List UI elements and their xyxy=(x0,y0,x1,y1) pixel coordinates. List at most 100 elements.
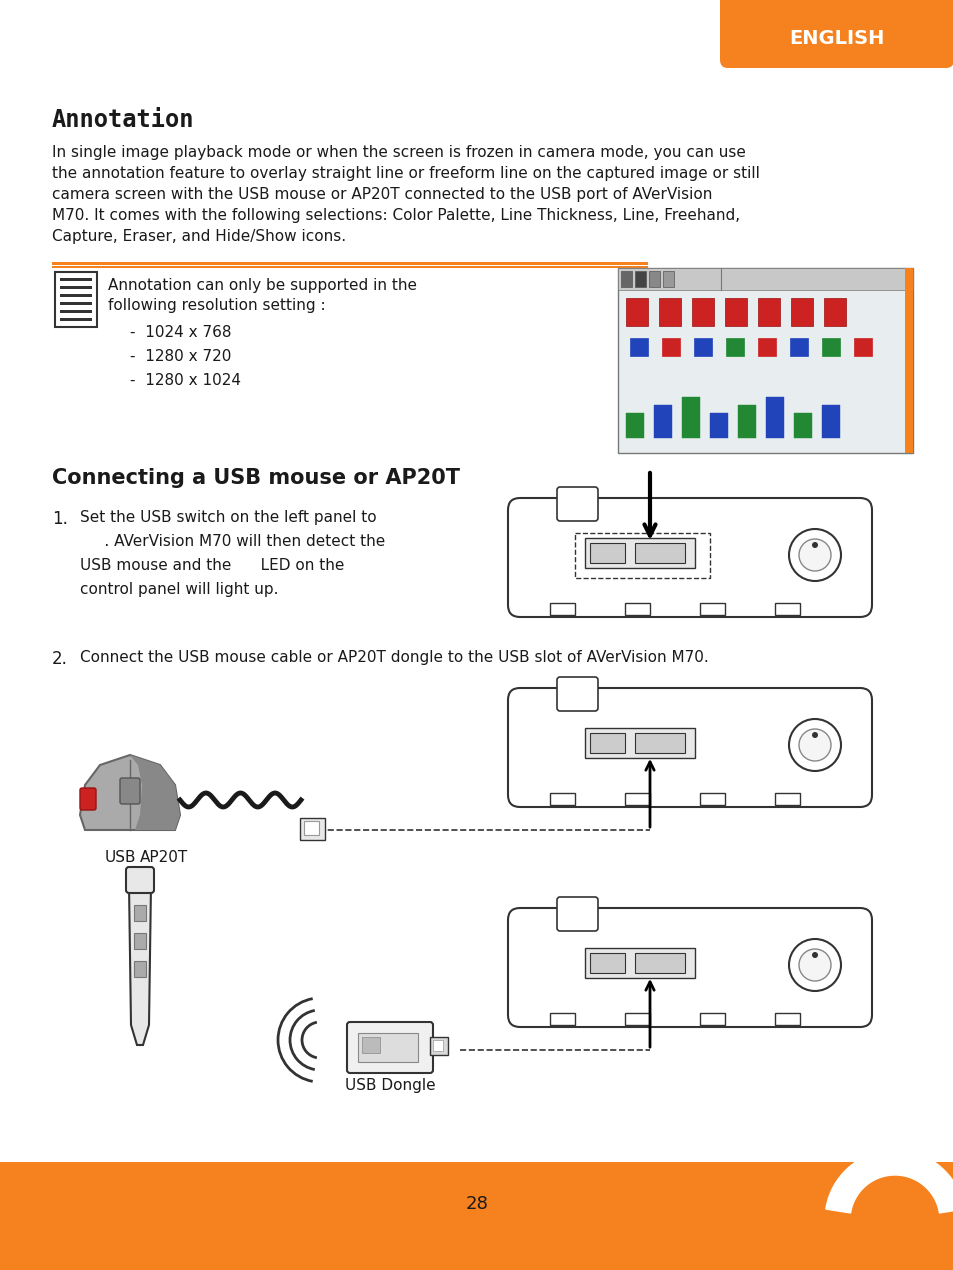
FancyBboxPatch shape xyxy=(347,1022,433,1073)
Bar xyxy=(793,413,811,438)
Bar xyxy=(720,0,953,34)
Text: 1.: 1. xyxy=(52,511,68,528)
FancyBboxPatch shape xyxy=(126,867,153,893)
Bar xyxy=(765,398,783,438)
Bar xyxy=(0,1162,953,1270)
FancyBboxPatch shape xyxy=(507,498,871,617)
Text: the annotation feature to overlay straight line or freeform line on the captured: the annotation feature to overlay straig… xyxy=(52,166,760,182)
Bar xyxy=(60,278,91,281)
Polygon shape xyxy=(867,1182,921,1204)
Text: Connect the USB mouse cable or AP20T dongle to the USB slot of AVerVision M70.: Connect the USB mouse cable or AP20T don… xyxy=(80,650,708,665)
Circle shape xyxy=(788,719,841,771)
Bar xyxy=(635,952,684,973)
Bar xyxy=(790,298,812,326)
Bar xyxy=(700,603,724,615)
Bar xyxy=(774,1013,800,1025)
Bar xyxy=(299,818,325,839)
Bar xyxy=(584,728,695,758)
Bar xyxy=(620,271,631,287)
Bar xyxy=(55,272,97,326)
Bar xyxy=(635,271,645,287)
Text: M70. It comes with the following selections: Color Palette, Line Thickness, Line: M70. It comes with the following selecti… xyxy=(52,208,740,224)
Circle shape xyxy=(788,939,841,991)
Circle shape xyxy=(799,949,830,980)
Text: USB Dongle: USB Dongle xyxy=(344,1078,435,1093)
Circle shape xyxy=(799,538,830,572)
Bar xyxy=(589,733,624,753)
Bar xyxy=(853,338,871,356)
Bar xyxy=(575,533,709,578)
Bar xyxy=(725,338,743,356)
Bar xyxy=(430,1038,448,1055)
Text: AP20T: AP20T xyxy=(140,850,188,865)
Bar xyxy=(133,961,146,977)
Bar xyxy=(661,338,679,356)
Text: following resolution setting :: following resolution setting : xyxy=(108,298,325,312)
Circle shape xyxy=(811,542,817,547)
FancyBboxPatch shape xyxy=(557,677,598,711)
Bar xyxy=(774,792,800,805)
Bar xyxy=(904,268,912,453)
Bar xyxy=(624,603,649,615)
Bar xyxy=(700,792,724,805)
Bar xyxy=(433,1040,442,1052)
Bar xyxy=(693,338,711,356)
Bar xyxy=(624,792,649,805)
Bar xyxy=(133,933,146,949)
Bar xyxy=(635,544,684,563)
FancyBboxPatch shape xyxy=(720,0,953,69)
Bar xyxy=(584,538,695,568)
Text: -  1024 x 768: - 1024 x 768 xyxy=(130,325,232,340)
Bar xyxy=(625,413,643,438)
Text: . AVerVision M70 will then detect the: . AVerVision M70 will then detect the xyxy=(80,533,385,549)
Circle shape xyxy=(811,952,817,958)
Bar xyxy=(738,405,755,438)
Bar xyxy=(681,398,700,438)
Bar xyxy=(662,271,673,287)
Circle shape xyxy=(788,530,841,580)
FancyBboxPatch shape xyxy=(507,688,871,806)
Bar xyxy=(304,820,318,834)
Bar xyxy=(629,338,647,356)
Text: 28: 28 xyxy=(465,1195,488,1213)
Text: 2.: 2. xyxy=(52,650,68,668)
Polygon shape xyxy=(825,1151,953,1213)
Circle shape xyxy=(799,729,830,761)
Text: -  1280 x 720: - 1280 x 720 xyxy=(130,349,232,364)
Bar xyxy=(589,544,624,563)
Bar xyxy=(823,298,845,326)
Text: Connecting a USB mouse or AP20T: Connecting a USB mouse or AP20T xyxy=(52,469,459,488)
FancyBboxPatch shape xyxy=(557,486,598,521)
Bar xyxy=(550,1013,575,1025)
Bar xyxy=(589,952,624,973)
Bar xyxy=(821,338,840,356)
Bar xyxy=(357,1033,417,1062)
Bar xyxy=(624,1013,649,1025)
FancyBboxPatch shape xyxy=(507,908,871,1027)
Text: Annotation can only be supported in the: Annotation can only be supported in the xyxy=(108,278,416,293)
Bar xyxy=(60,293,91,297)
Polygon shape xyxy=(80,754,180,831)
Bar xyxy=(659,298,680,326)
Bar xyxy=(60,286,91,290)
Bar xyxy=(60,318,91,321)
Bar xyxy=(618,268,912,290)
Bar xyxy=(584,947,695,978)
Bar xyxy=(550,603,575,615)
Text: Annotation: Annotation xyxy=(52,108,194,132)
Bar xyxy=(654,405,671,438)
Circle shape xyxy=(811,732,817,738)
Bar xyxy=(789,338,807,356)
Bar xyxy=(700,1013,724,1025)
FancyBboxPatch shape xyxy=(557,897,598,931)
Bar xyxy=(133,906,146,921)
Text: In single image playback mode or when the screen is frozen in camera mode, you c: In single image playback mode or when th… xyxy=(52,145,745,160)
Bar xyxy=(635,733,684,753)
Bar xyxy=(361,1038,379,1053)
Text: USB mouse and the      LED on the: USB mouse and the LED on the xyxy=(80,558,344,573)
Bar xyxy=(52,265,647,268)
Polygon shape xyxy=(129,885,151,1045)
Text: camera screen with the USB mouse or AP20T connected to the USB port of AVerVisio: camera screen with the USB mouse or AP20… xyxy=(52,187,712,202)
Bar xyxy=(774,603,800,615)
Bar xyxy=(648,271,659,287)
